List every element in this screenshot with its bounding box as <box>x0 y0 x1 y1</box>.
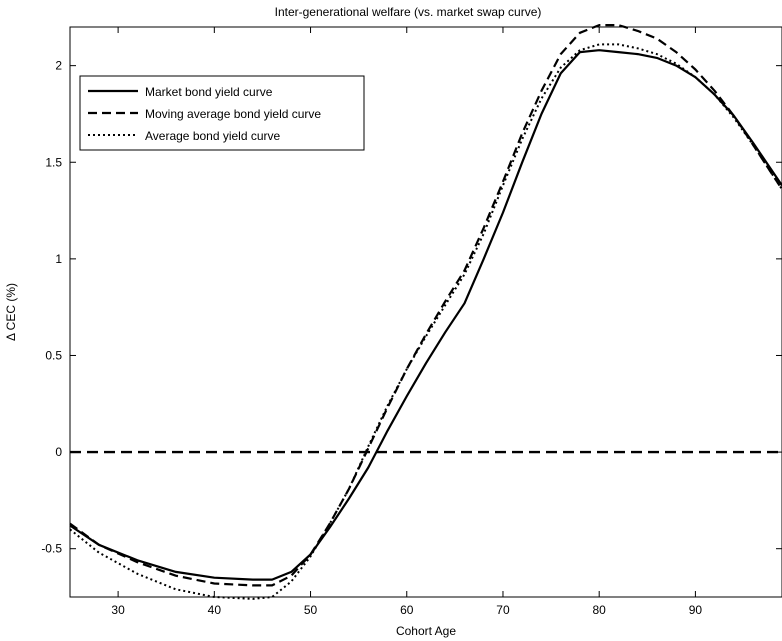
legend: Market bond yield curve Moving average b… <box>79 75 365 151</box>
series-line-average <box>69 43 782 600</box>
legend-box <box>79 75 365 151</box>
legend-label-moving-average: Moving average bond yield curve <box>145 107 321 121</box>
x-tick-label: 80 <box>593 603 607 617</box>
legend-label-average: Average bond yield curve <box>145 129 281 143</box>
x-tick-label: 50 <box>304 603 318 617</box>
y-tick-label: 2 <box>55 59 62 73</box>
y-tick-label: 1.5 <box>45 155 62 169</box>
y-tick-label: 0.5 <box>45 348 62 362</box>
series-layer <box>69 24 782 600</box>
y-tick-label: 0 <box>55 445 62 459</box>
legend-label-market: Market bond yield curve <box>145 85 273 99</box>
y-axis-label: Δ CEC (%) <box>4 283 18 341</box>
y-tick-label: -0.5 <box>41 542 62 556</box>
axis-ticks: 30 40 50 60 70 80 90 -0.5 0 0.5 1 1.5 2 <box>41 27 782 617</box>
series-line-moving-average <box>69 24 782 587</box>
x-tick-label: 70 <box>496 603 510 617</box>
series-line-market <box>69 49 782 581</box>
x-axis-label: Cohort Age <box>396 624 456 638</box>
chart-title: Inter-generational welfare (vs. market s… <box>275 5 542 19</box>
x-tick-label: 30 <box>111 603 125 617</box>
x-tick-label: 90 <box>689 603 703 617</box>
x-tick-label: 60 <box>400 603 414 617</box>
y-tick-label: 1 <box>55 252 62 266</box>
x-tick-label: 40 <box>208 603 222 617</box>
